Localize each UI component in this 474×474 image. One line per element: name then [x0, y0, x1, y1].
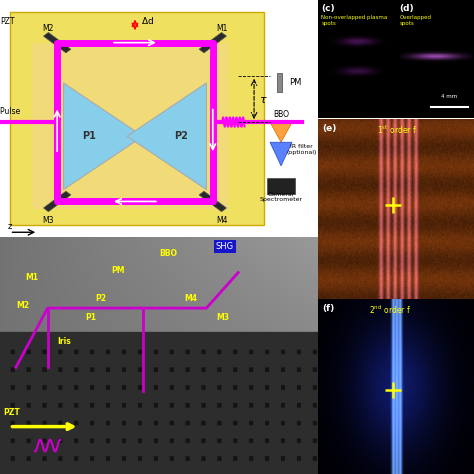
Polygon shape [44, 32, 71, 53]
Polygon shape [199, 32, 227, 53]
Text: PZT: PZT [0, 17, 15, 26]
Text: BBO: BBO [159, 249, 177, 258]
Text: M4: M4 [184, 294, 197, 303]
Bar [9, 12, 264, 225]
Text: PM: PM [111, 265, 125, 274]
Polygon shape [44, 191, 71, 212]
Bar [267, 178, 295, 194]
Text: 2$^{\rm nd}$ order f: 2$^{\rm nd}$ order f [369, 304, 411, 316]
Text: M2: M2 [42, 24, 53, 33]
Text: IR filter
(optional): IR filter (optional) [286, 144, 317, 155]
Text: M4: M4 [217, 216, 228, 225]
Polygon shape [64, 83, 143, 190]
Text: 4 mm: 4 mm [441, 94, 457, 100]
Text: Iris: Iris [57, 337, 71, 346]
Text: BBO: BBO [273, 110, 289, 119]
Text: P1: P1 [86, 313, 97, 322]
Text: M2: M2 [16, 301, 29, 310]
Text: Overlapped
spots: Overlapped spots [400, 15, 432, 26]
Text: SHG: SHG [216, 242, 234, 251]
Text: (f): (f) [322, 304, 335, 313]
Polygon shape [277, 73, 282, 92]
Text: 1$^{\rm st}$ order f: 1$^{\rm st}$ order f [377, 124, 417, 137]
Text: M1: M1 [217, 24, 228, 33]
Text: IR Pulse: IR Pulse [0, 107, 21, 116]
Text: (d): (d) [400, 4, 414, 12]
Text: (e): (e) [322, 124, 337, 133]
Polygon shape [199, 191, 227, 212]
Text: (c): (c) [321, 4, 335, 12]
Text: $\Delta$d: $\Delta$d [141, 15, 155, 26]
Text: M1: M1 [26, 273, 38, 282]
Text: M3: M3 [216, 313, 229, 322]
Polygon shape [270, 142, 292, 166]
Text: P1: P1 [82, 131, 96, 141]
Text: P2: P2 [95, 294, 106, 303]
Text: $\tau$: $\tau$ [259, 94, 268, 105]
Text: Camera/
Spectrometer: Camera/ Spectrometer [259, 191, 302, 202]
Text: z: z [7, 222, 12, 231]
Text: M3: M3 [42, 216, 54, 225]
Text: Non-overlapped plasma
spots: Non-overlapped plasma spots [321, 15, 388, 26]
Text: P2: P2 [174, 131, 188, 141]
Bar [32, 43, 228, 209]
Polygon shape [270, 122, 292, 142]
Polygon shape [127, 83, 207, 190]
Text: PZT: PZT [3, 408, 20, 417]
Text: PM: PM [289, 79, 301, 87]
